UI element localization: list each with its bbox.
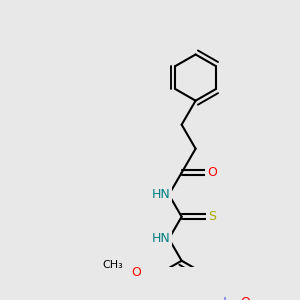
Text: O: O [131, 266, 141, 279]
Text: O: O [207, 166, 217, 179]
Text: HN: HN [151, 188, 170, 201]
Text: CH₃: CH₃ [102, 260, 123, 270]
Text: +: + [220, 296, 228, 300]
Text: S: S [208, 210, 216, 223]
Text: O: O [240, 296, 250, 300]
Text: HN: HN [151, 232, 170, 245]
